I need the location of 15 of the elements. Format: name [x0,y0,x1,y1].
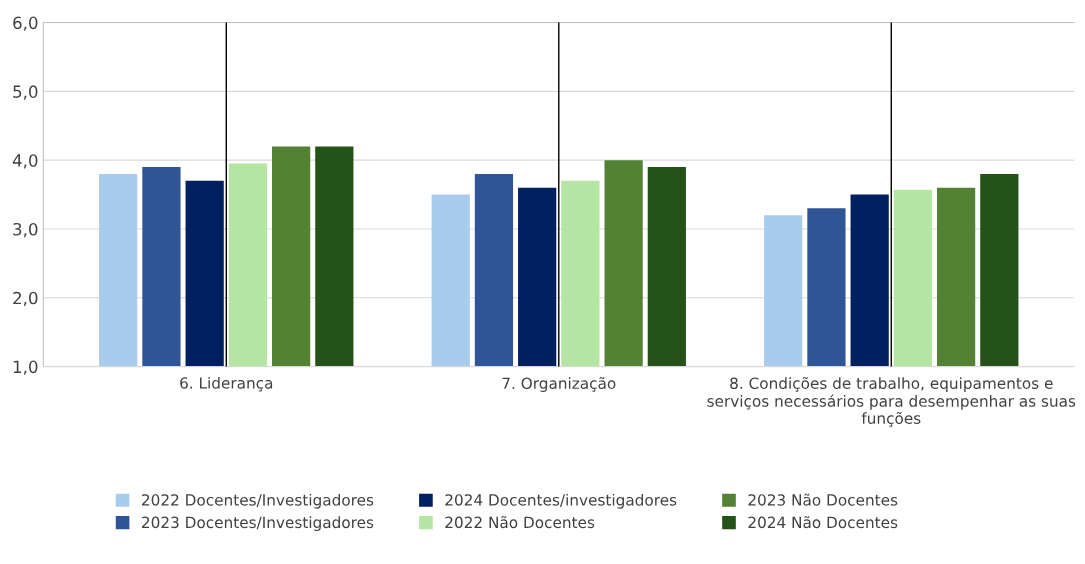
x-tick-label: 8. Condições de trabalho, equipamentos e serviços necessários para desempenhar as suas funções [707,376,1076,427]
x-tick-label: 7. Organização [502,376,616,392]
legend-label: 2024 Não Docentes [748,516,898,529]
legend-label: 2024 Docentes/investigadores [445,493,677,509]
legend-label: 2022 Não Docentes [445,516,595,529]
x-tick-label: 6. Liderança [180,376,273,392]
legend-label: 2022 Docentes/Investigadores [142,493,374,509]
legend-label: 2023 Não Docentes [748,493,898,506]
y-tick-label: 2,0 [13,291,38,307]
y-tick-label: 5,0 [13,85,38,100]
y-tick-label: 1,0 [13,360,38,375]
legend-label: 2023 Docentes/Investigadores [142,516,374,532]
y-tick-label: 4,0 [12,154,38,169]
y-tick-label: 3,0 [13,222,38,238]
y-tick-label: 6,0 [13,16,38,31]
